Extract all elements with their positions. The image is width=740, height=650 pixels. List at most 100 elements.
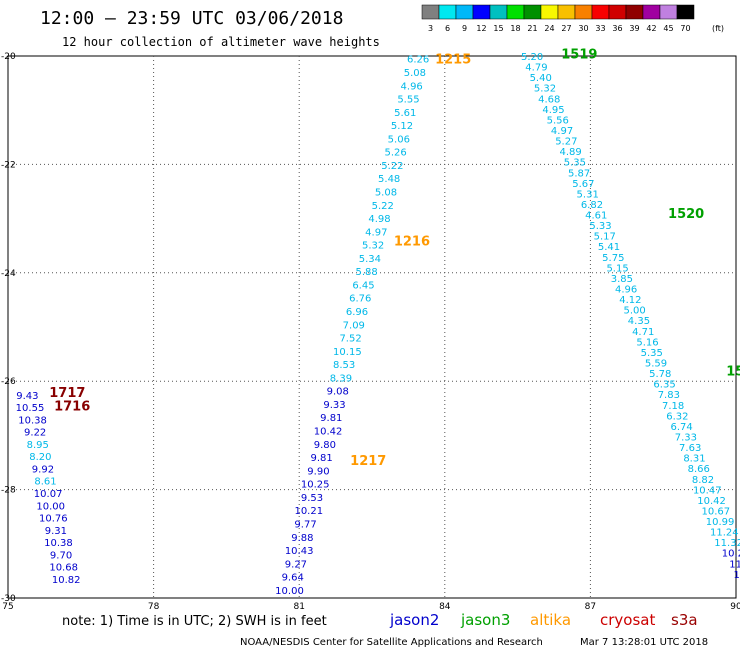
swh-value: 5.27 (555, 137, 577, 148)
legend-s3a: s3a (671, 611, 698, 629)
colorbar-label: 42 (646, 24, 656, 33)
colorbar-swatch (608, 4, 627, 20)
swh-value: 5.48 (378, 174, 400, 185)
swh-value: 10.07 (34, 489, 63, 500)
swh-value: 5.08 (404, 68, 426, 79)
colorbar-label: 27 (561, 24, 571, 33)
series-jason3: 5.204.795.405.324.684.955.564.975.274.89… (521, 52, 740, 591)
swh-value: 5.67 (572, 179, 594, 190)
swh-value: 5.17 (594, 232, 616, 243)
colorbar-swatch (676, 4, 695, 20)
swh-value: 8.53 (333, 360, 355, 371)
swh-value: 11.32 (714, 538, 740, 549)
swh-value: 4.96 (615, 285, 637, 296)
colorbar-swatch (506, 4, 525, 20)
swh-value: 10.99 (706, 517, 735, 528)
swh-value: 4.95 (542, 105, 564, 116)
swh-value: 11.24 (710, 528, 739, 539)
swh-value: 9.43 (16, 391, 38, 402)
swh-value: 5.22 (372, 201, 394, 212)
swh-value: 10.38 (18, 415, 47, 426)
swh-value: 10.00 (36, 501, 65, 512)
swh-value: 6.96 (346, 307, 368, 318)
swh-value: 5.34 (359, 254, 381, 265)
colorbar-swatch (489, 4, 508, 20)
swh-value: 4.68 (538, 94, 560, 105)
colorbar-swatch (659, 4, 678, 20)
colorbar-label: 24 (544, 24, 554, 33)
colorbar-swatch (523, 4, 542, 20)
legend-cryosat: cryosat (600, 611, 655, 629)
swh-value: 9.33 (323, 400, 345, 411)
pass-label: 1716 (54, 400, 90, 415)
swh-value: 10.47 (693, 485, 722, 496)
colorbar-swatch (540, 4, 559, 20)
swh-value: 10.15 (333, 347, 362, 358)
x-tick-label: 81 (293, 602, 304, 612)
swh-value: 5.56 (547, 115, 569, 126)
swh-value: 9.77 (294, 519, 316, 530)
pass-label: 1217 (350, 454, 386, 469)
colorbar-label: 15 (493, 24, 503, 33)
swh-value: 5.59 (645, 359, 667, 370)
colorbar-label: 6 (445, 24, 450, 33)
swh-value: 5.88 (356, 267, 378, 278)
swh-value: 10.76 (39, 514, 68, 525)
colorbar-label: 3 (428, 24, 433, 33)
swh-value: 9.92 (32, 464, 54, 475)
y-tick-label: -28 (1, 486, 16, 496)
swh-value: 6.45 (352, 280, 374, 291)
pass-label: 1520 (668, 207, 704, 222)
swh-value: 4.79 (525, 63, 547, 74)
swh-value: 5.31 (577, 189, 599, 200)
colorbar-label: 39 (629, 24, 639, 33)
page-subtitle: 12 hour collection of altimeter wave hei… (62, 35, 380, 49)
colorbar-label: 30 (578, 24, 588, 33)
colorbar-unit: (ft) (712, 24, 724, 33)
plot-area: 75 78 81 84 87 90 -20 -22 -24 -26 -28 -30 6.26 5.08 4… (1, 47, 740, 612)
swh-value: 8.20 (29, 452, 51, 463)
axis-ticks: 75 78 81 84 87 90 -20 -22 -24 -26 -28 -30 (1, 52, 740, 612)
swh-value: 6.82 (581, 200, 603, 211)
swh-value: 5.16 (636, 337, 658, 348)
x-tick-label: 75 (2, 602, 13, 612)
swh-value: 9.27 (285, 559, 307, 570)
satellite-legend: jason2 jason3 altika cryosat s3a (389, 611, 698, 629)
colorbar-label: 36 (612, 24, 622, 33)
swh-value: 6.35 (653, 380, 675, 391)
colorbar-label: 33 (595, 24, 605, 33)
swh-value: 4.96 (401, 81, 423, 92)
swh-value: 5.12 (391, 121, 413, 132)
swh-value: 5.06 (388, 134, 410, 145)
legend-altika: altika (530, 611, 571, 629)
swh-value: 5.61 (394, 108, 416, 119)
footer-credit: NOAA/NESDIS Center for Satellite Applica… (240, 637, 543, 648)
colorbar-label: 9 (462, 24, 467, 33)
pass-label: 1521 (726, 364, 740, 379)
x-tick-label: 90 (730, 602, 740, 612)
swh-value: 5.15 (606, 263, 628, 274)
swh-value: 10.42 (697, 496, 726, 507)
y-tick-label: -24 (1, 269, 16, 279)
y-tick-label: -20 (1, 52, 16, 62)
swh-value: 8.39 (330, 373, 352, 384)
swh-value: 8.82 (692, 475, 714, 486)
colorbar-swatch (421, 4, 440, 20)
swh-value: 9.53 (301, 493, 323, 504)
swh-value: 5.33 (589, 221, 611, 232)
pass-label: 1519 (561, 47, 597, 62)
swh-value: 6.32 (666, 411, 688, 422)
colorbar-swatch (472, 4, 491, 20)
colorbar-swatch (591, 4, 610, 20)
swh-value: 9.80 (314, 440, 336, 451)
swh-value: 10.68 (49, 563, 78, 574)
colorbar-swatch (438, 4, 457, 20)
swh-value: 5.35 (641, 348, 663, 359)
colorbar-label: 45 (663, 24, 673, 33)
swh-value: 5.87 (568, 168, 590, 179)
swh-value: 8.66 (688, 464, 710, 475)
swh-value: 9.70 (50, 550, 72, 561)
swh-value: 7.09 (343, 320, 365, 331)
swh-value: 10.82 (52, 575, 81, 586)
